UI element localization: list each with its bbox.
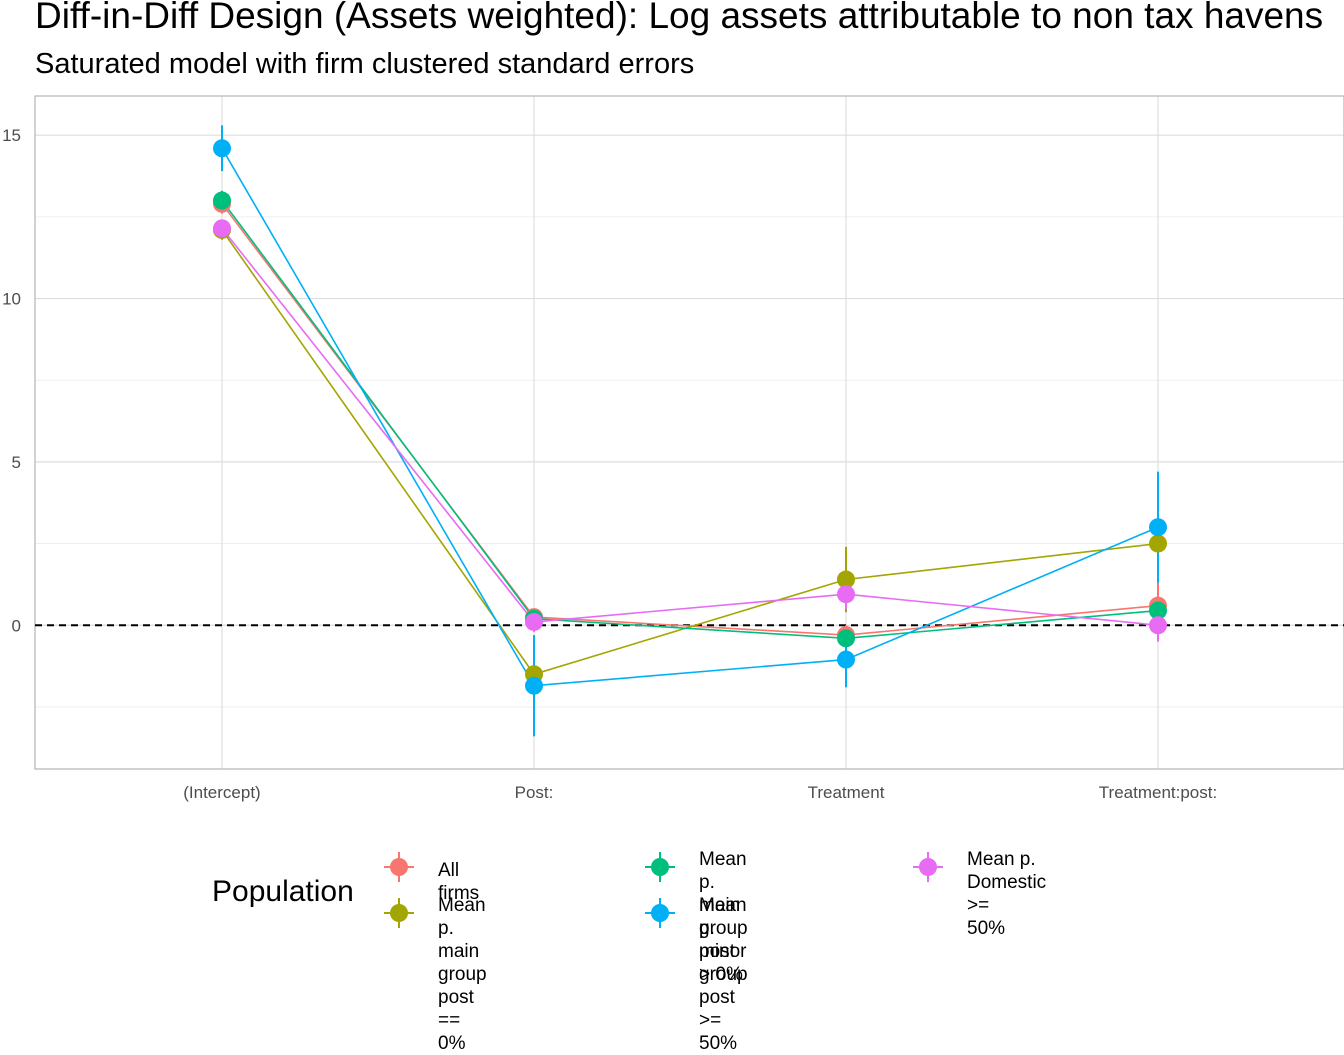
y-tick-label: 5 (12, 453, 21, 472)
data-point (525, 676, 543, 695)
x-tick-label: (Intercept) (183, 783, 260, 802)
data-point (213, 219, 231, 238)
chart-title: Diff-in-Diff Design (Assets weighted): L… (35, 0, 1324, 36)
x-tick-label: Treatment (808, 783, 885, 802)
legend-key-icon (384, 852, 414, 882)
data-point (837, 585, 855, 604)
x-tick-label: Post: (515, 783, 554, 802)
data-point (213, 139, 231, 158)
series-line (221, 203, 1159, 636)
data-point (1149, 616, 1167, 635)
x-tick-label: Treatment:post: (1099, 783, 1217, 802)
data-point (837, 570, 855, 589)
y-tick-label: 10 (2, 290, 21, 309)
legend-key-icon (384, 898, 414, 928)
legend-key-icon (645, 852, 675, 882)
legend-label: Mean p. Domestic >= 50% (967, 849, 1047, 939)
legend-label: All firms (438, 860, 480, 904)
data-point (837, 650, 855, 669)
panel-border (34, 95, 1344, 770)
chart-plot: 0 5 10 15 (Intercept) Post: Treatment Treatment… (2, 95, 1344, 802)
legend-label: Mean p. main group post == 0% (438, 895, 487, 1054)
data-point (525, 612, 543, 631)
data-point (213, 191, 231, 210)
series-line (221, 200, 1159, 640)
data-point (837, 629, 855, 648)
y-tick-label: 0 (12, 616, 21, 635)
legend-label: Mean p. minor group post >= 50% (699, 895, 748, 1054)
legend-label: Mean p. main group post > 0% (699, 849, 748, 985)
series-line (221, 229, 1159, 676)
data-point (1149, 518, 1167, 537)
data-point (1149, 601, 1167, 620)
legend-key-icon (645, 898, 675, 928)
series-line (221, 147, 1159, 687)
chart-subtitle: Saturated model with firm clustered stan… (35, 48, 695, 80)
y-tick-label: 15 (2, 126, 21, 145)
data-point (1149, 534, 1167, 553)
series-line (221, 227, 1159, 627)
legend-key-icon (913, 852, 943, 882)
legend-title: Population (212, 875, 354, 908)
